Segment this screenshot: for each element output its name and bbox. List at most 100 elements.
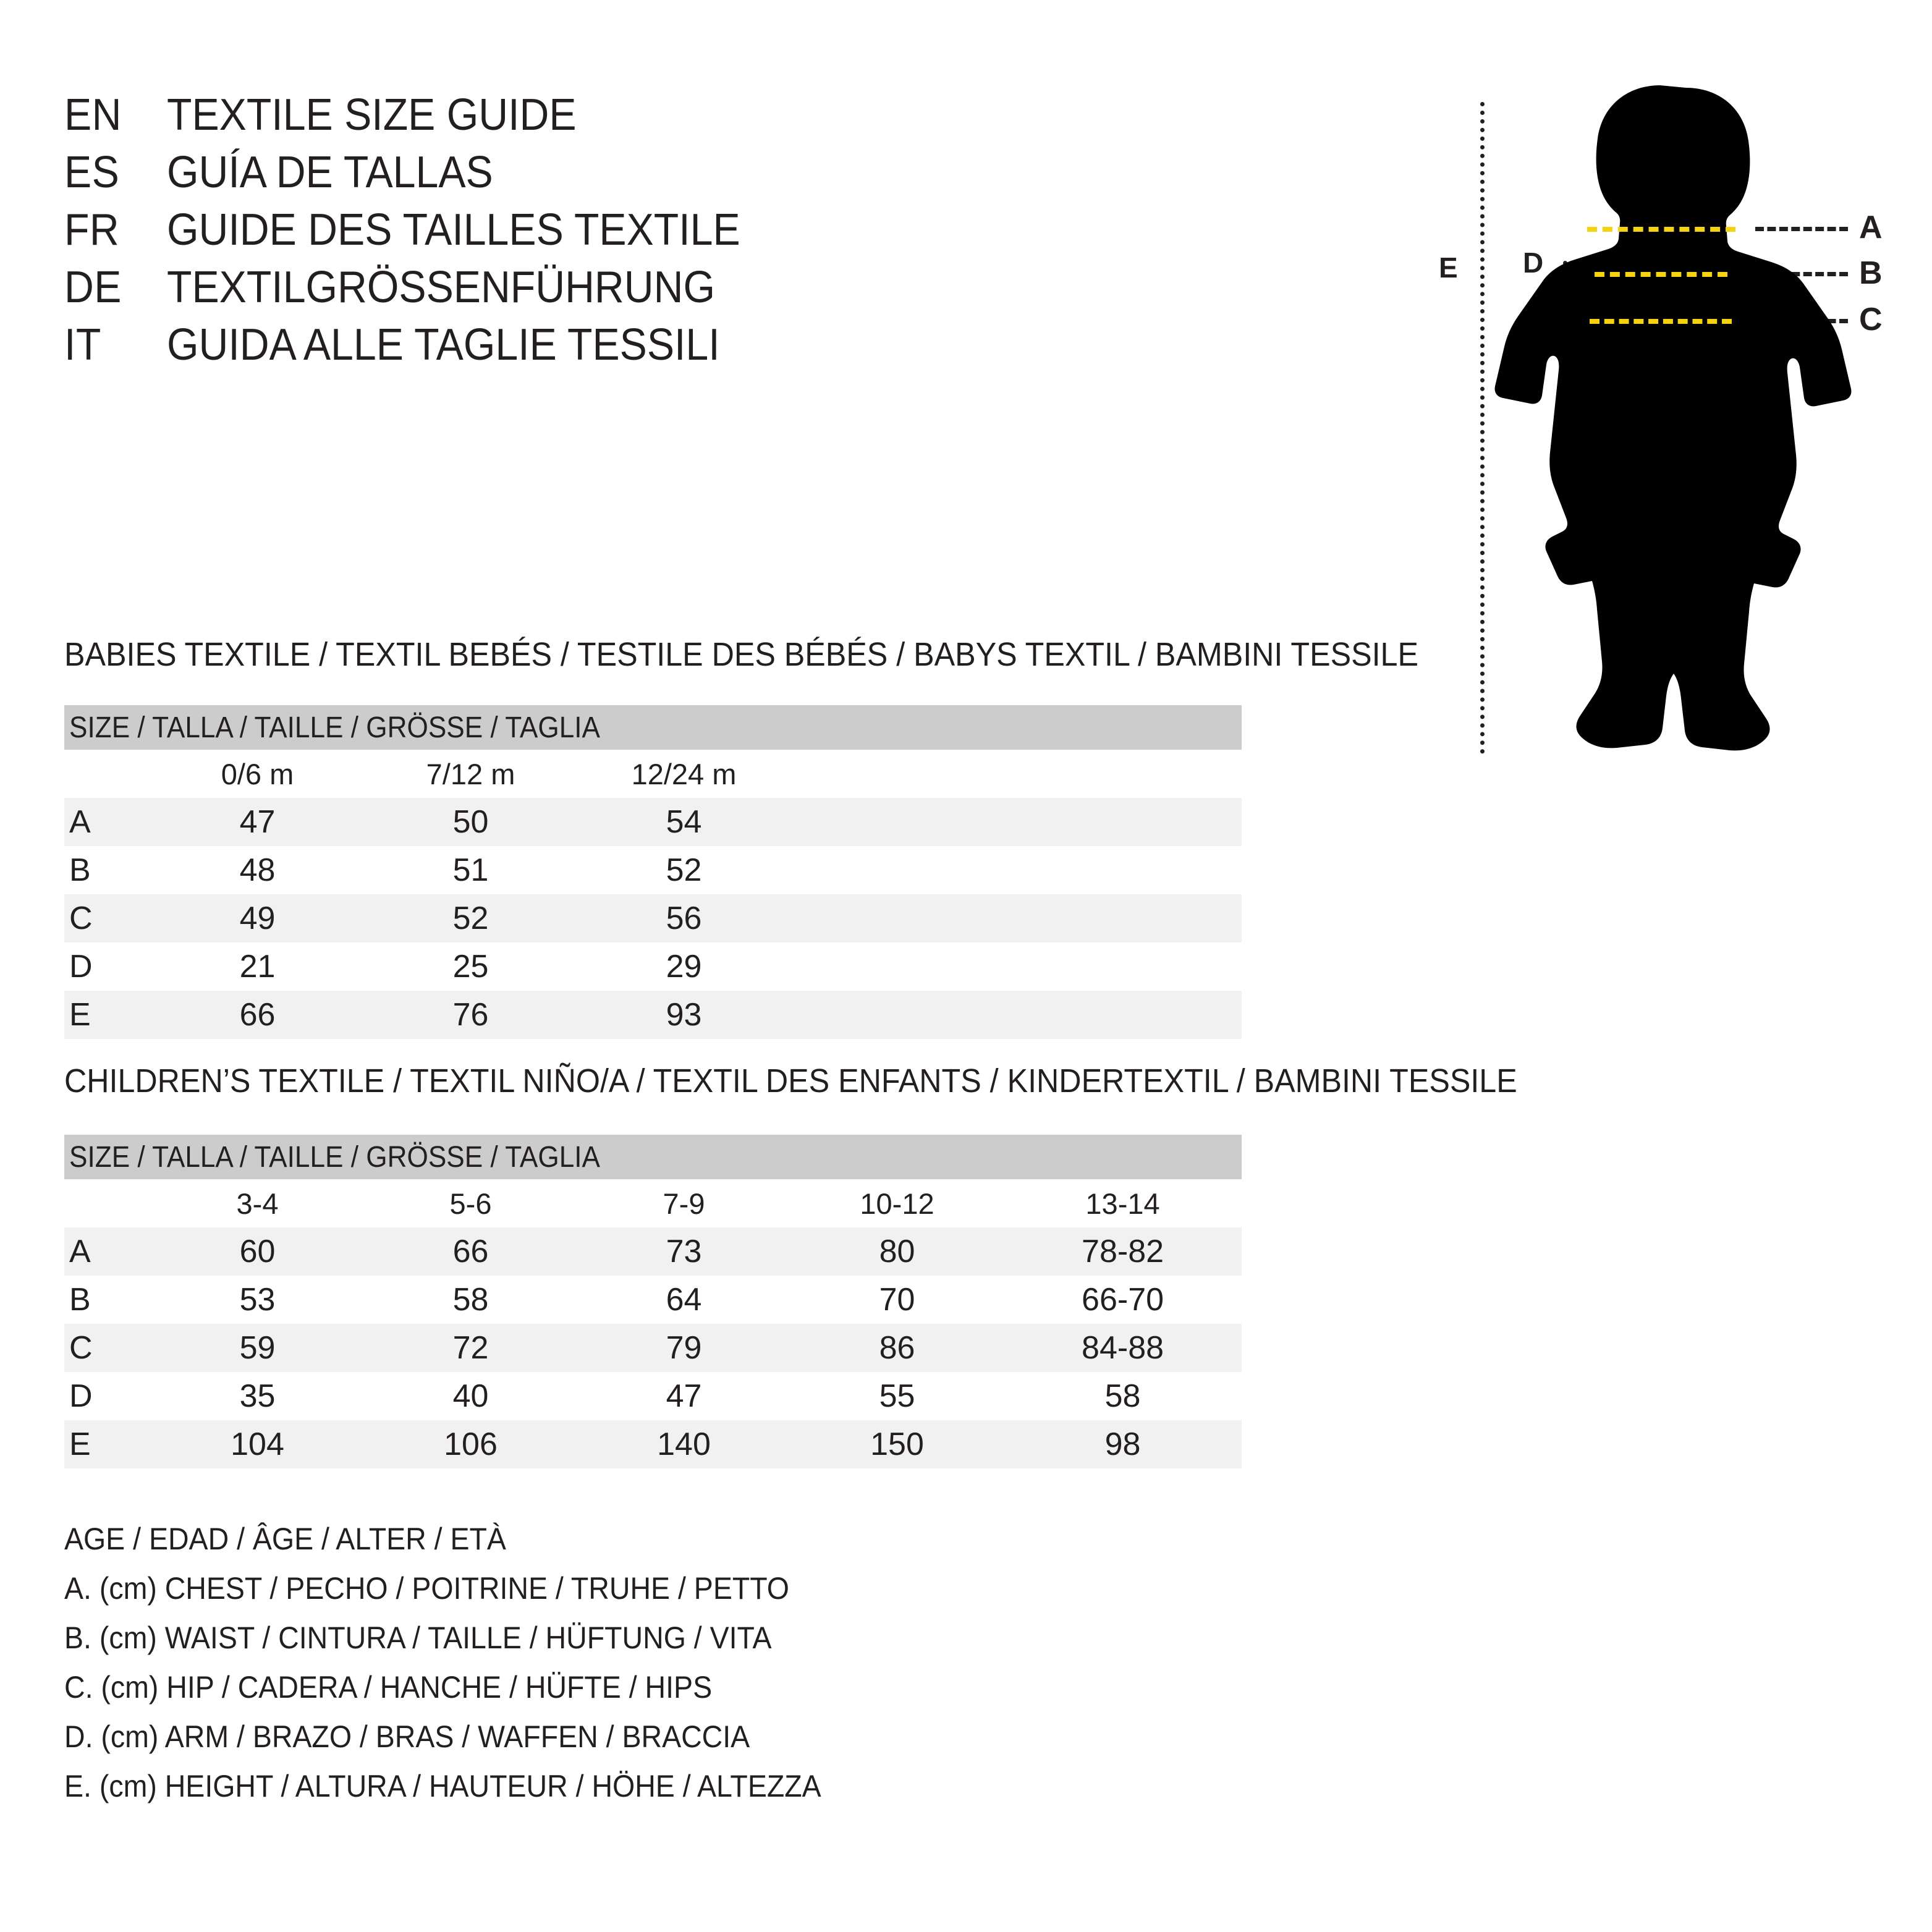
- table-row: C 59 72 79 86 84-88: [64, 1324, 1242, 1372]
- babies-cell-a-spacer: [790, 798, 1242, 846]
- table-row: A 47 50 54: [64, 798, 1242, 846]
- chest-leader-line-a: [1755, 227, 1848, 231]
- children-cell-a-0: 60: [151, 1227, 364, 1276]
- babies-column-header-row: 0/6 m 7/12 m 12/24 m: [64, 750, 1242, 798]
- children-cell-a-2: 73: [577, 1227, 790, 1276]
- children-cell-d-2: 47: [577, 1372, 790, 1420]
- children-row-label-c: C: [64, 1324, 151, 1372]
- language-title-de: TEXTILGRÖSSENFÜHRUNG: [167, 263, 715, 312]
- babies-row-label-e: E: [64, 991, 151, 1039]
- children-cell-c-4: 84-88: [1004, 1324, 1242, 1372]
- table-row: B 48 51 52: [64, 846, 1242, 894]
- table-row: B 53 58 64 70 66-70: [64, 1276, 1242, 1324]
- babies-cell-e-spacer: [790, 991, 1242, 1039]
- language-row-es: ES GUÍA DE TALLAS: [64, 150, 991, 208]
- children-cell-b-2: 64: [577, 1276, 790, 1324]
- figure-label-d: D: [1523, 247, 1544, 279]
- children-cell-b-1: 58: [364, 1276, 577, 1324]
- children-cell-a-4: 78-82: [1004, 1227, 1242, 1276]
- babies-cell-d-0: 21: [151, 943, 364, 991]
- children-section-title: CHILDREN’S TEXTILE / TEXTIL NIÑO/A / TEX…: [64, 1062, 1517, 1099]
- children-cell-b-4: 66-70: [1004, 1276, 1242, 1324]
- figure-label-a: A: [1859, 210, 1883, 245]
- babies-cell-e-1: 76: [364, 991, 577, 1039]
- babies-cell-b-1: 51: [364, 846, 577, 894]
- measurement-figure-panel: E D A B C: [1409, 74, 1922, 766]
- children-table-header-bar: SIZE / TALLA / TAILLE / GRÖSSE / TAGLIA: [64, 1135, 1242, 1179]
- babies-cell-e-2: 93: [577, 991, 790, 1039]
- legend-line-a-chest: A. (cm) CHEST / PECHO / POITRINE / TRUHE…: [64, 1571, 789, 1606]
- figure-label-e: E: [1439, 252, 1458, 284]
- children-col-4: 13-14: [1004, 1179, 1242, 1227]
- legend-line-d-arm: D. (cm) ARM / BRAZO / BRAS / WAFFEN / BR…: [64, 1719, 750, 1754]
- language-title-fr: GUIDE DES TAILLES TEXTILE: [167, 205, 740, 255]
- babies-cell-d-spacer: [790, 943, 1242, 991]
- legend-line-e-height: E. (cm) HEIGHT / ALTURA / HAUTEUR / HÖHE…: [64, 1769, 821, 1803]
- babies-cell-c-spacer: [790, 894, 1242, 943]
- legend-line-b-waist: B. (cm) WAIST / CINTURA / TAILLE / HÜFTU…: [64, 1621, 772, 1655]
- children-row-label-a: A: [64, 1227, 151, 1276]
- children-cell-c-0: 59: [151, 1324, 364, 1372]
- table-row: E 104 106 140 150 98: [64, 1420, 1242, 1468]
- children-cell-c-2: 79: [577, 1324, 790, 1372]
- language-title-en: TEXTILE SIZE GUIDE: [167, 90, 577, 140]
- language-code-en: EN: [64, 90, 122, 140]
- babies-cell-a-1: 50: [364, 798, 577, 846]
- babies-cell-b-0: 48: [151, 846, 364, 894]
- babies-cell-c-1: 52: [364, 894, 577, 943]
- children-cell-e-3: 150: [790, 1420, 1004, 1468]
- children-cell-d-3: 55: [790, 1372, 1004, 1420]
- babies-cell-b-2: 52: [577, 846, 790, 894]
- legend-line-age: AGE / EDAD / ÂGE / ALTER / ETÀ: [64, 1522, 506, 1556]
- language-row-it: IT GUIDA ALLE TAGLIE TESSILI: [64, 323, 991, 380]
- table-row: D 35 40 47 55 58: [64, 1372, 1242, 1420]
- babies-corner-cell: [64, 750, 151, 798]
- babies-size-table: SIZE / TALLA / TAILLE / GRÖSSE / TAGLIA …: [64, 705, 1242, 1039]
- hip-measure-line-c: [1590, 319, 1732, 324]
- children-cell-d-0: 35: [151, 1372, 364, 1420]
- language-code-de: DE: [64, 263, 122, 312]
- children-col-3: 10-12: [790, 1179, 1004, 1227]
- figure-label-b: B: [1859, 255, 1883, 291]
- babies-col-0: 0/6 m: [151, 750, 364, 798]
- babies-cell-c-2: 56: [577, 894, 790, 943]
- language-code-fr: FR: [64, 205, 120, 255]
- language-title-es: GUÍA DE TALLAS: [167, 148, 493, 197]
- babies-cell-a-0: 47: [151, 798, 364, 846]
- chest-measure-line-a: [1587, 227, 1735, 232]
- children-cell-a-3: 80: [790, 1227, 1004, 1276]
- language-row-fr: FR GUIDE DES TAILLES TEXTILE: [64, 208, 991, 265]
- language-code-it: IT: [64, 320, 101, 370]
- children-cell-d-1: 40: [364, 1372, 577, 1420]
- children-col-0: 3-4: [151, 1179, 364, 1227]
- children-cell-b-0: 53: [151, 1276, 364, 1324]
- babies-row-label-d: D: [64, 943, 151, 991]
- babies-col-2: 12/24 m: [577, 750, 790, 798]
- children-cell-e-4: 98: [1004, 1420, 1242, 1468]
- children-col-1: 5-6: [364, 1179, 577, 1227]
- child-silhouette-icon: [1494, 85, 1852, 751]
- babies-header-label: SIZE / TALLA / TAILLE / GRÖSSE / TAGLIA: [69, 711, 601, 744]
- children-row-label-e: E: [64, 1420, 151, 1468]
- legend-line-c-hip: C. (cm) HIP / CADERA / HANCHE / HÜFTE / …: [64, 1670, 713, 1705]
- waist-measure-line-b: [1595, 272, 1727, 277]
- babies-row-label-b: B: [64, 846, 151, 894]
- children-column-header-row: 3-4 5-6 7-9 10-12 13-14: [64, 1179, 1242, 1227]
- children-cell-e-1: 106: [364, 1420, 577, 1468]
- children-cell-c-1: 72: [364, 1324, 577, 1372]
- babies-col-spacer: [790, 750, 1242, 798]
- waist-leader-line-b: [1755, 272, 1848, 276]
- children-cell-c-3: 86: [790, 1324, 1004, 1372]
- children-cell-e-2: 140: [577, 1420, 790, 1468]
- table-row: E 66 76 93: [64, 991, 1242, 1039]
- babies-cell-d-2: 29: [577, 943, 790, 991]
- height-guide-line-e: [1480, 102, 1485, 754]
- babies-section-title: BABIES TEXTILE / TEXTIL BEBÉS / TESTILE …: [64, 636, 1418, 673]
- language-row-en: EN TEXTILE SIZE GUIDE: [64, 93, 991, 150]
- table-row: A 60 66 73 80 78-82: [64, 1227, 1242, 1276]
- children-cell-a-1: 66: [364, 1227, 577, 1276]
- language-row-de: DE TEXTILGRÖSSENFÜHRUNG: [64, 265, 991, 323]
- babies-col-1: 7/12 m: [364, 750, 577, 798]
- children-row-label-b: B: [64, 1276, 151, 1324]
- children-col-2: 7-9: [577, 1179, 790, 1227]
